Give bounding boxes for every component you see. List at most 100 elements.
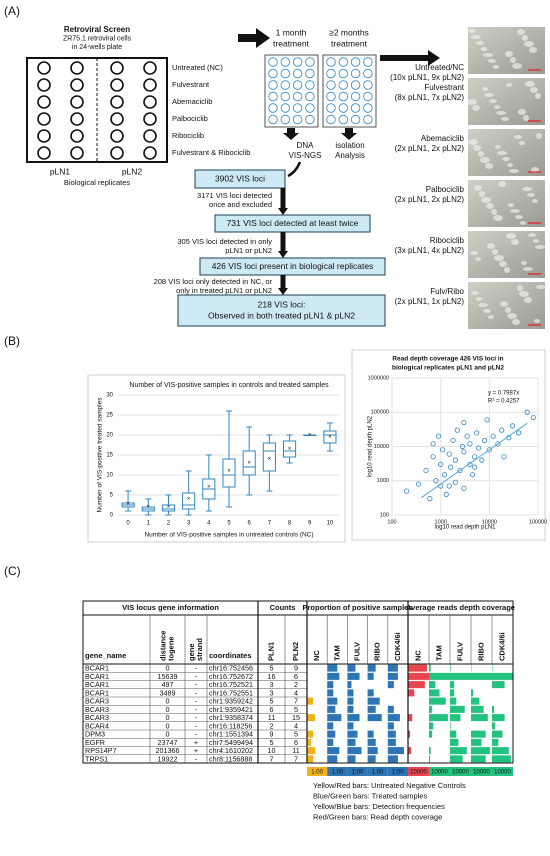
small-well xyxy=(363,91,373,102)
small-well xyxy=(338,103,349,113)
small-well xyxy=(363,80,373,90)
cell-blob xyxy=(481,47,487,51)
cell-blob xyxy=(525,81,535,87)
sub-column-header: CDK4/6i xyxy=(497,632,506,661)
depth-bar xyxy=(429,697,446,705)
step-label: 1 month xyxy=(276,27,307,37)
proportion-bar xyxy=(387,747,404,755)
well xyxy=(37,112,51,126)
small-well xyxy=(268,68,278,79)
cell: 7 xyxy=(294,697,298,706)
proportion-bar xyxy=(347,714,360,722)
mean-marker: × xyxy=(288,447,292,453)
point xyxy=(452,479,458,485)
depth-bar xyxy=(471,714,488,722)
cell-blob xyxy=(518,109,526,115)
small-well xyxy=(292,68,303,79)
depth-bar xyxy=(450,714,461,722)
small-well xyxy=(350,57,361,67)
cell-blob xyxy=(530,87,538,93)
depth-bar xyxy=(429,722,434,730)
cell-blob xyxy=(519,291,529,297)
proportion-bar xyxy=(327,672,340,680)
point xyxy=(509,423,516,429)
point xyxy=(430,454,436,460)
proportion-bar xyxy=(307,714,316,722)
x-tick-label: 10000 xyxy=(482,519,497,525)
cell-blob xyxy=(521,261,527,265)
x-tick-label: 2 xyxy=(167,521,171,527)
cell-blob xyxy=(478,151,484,157)
proportion-bar xyxy=(347,738,356,746)
cell-blob xyxy=(491,209,497,215)
micrograph-label: Untreated/NC xyxy=(415,63,464,72)
micrograph-label: Fulv/Ribo xyxy=(430,287,464,296)
analysis-label: isolation xyxy=(335,141,364,150)
depth-bar xyxy=(450,705,465,713)
group-header: Counts xyxy=(270,603,296,612)
point xyxy=(475,445,482,451)
box xyxy=(222,458,236,488)
small-well xyxy=(338,57,349,67)
point xyxy=(423,467,429,474)
step-label: ≥2 months xyxy=(329,27,369,37)
x-tick-label: 1000 xyxy=(435,519,447,525)
proportion-bar xyxy=(367,738,376,746)
micrograph-label: (2x pLN1, 1x pLN2) xyxy=(395,297,465,306)
cell-blob xyxy=(485,163,493,169)
mean-marker: × xyxy=(247,461,251,467)
exclusion-text: once and excluded xyxy=(209,200,272,209)
proportion-bar xyxy=(367,697,380,705)
small-well xyxy=(363,114,373,125)
well xyxy=(37,146,51,160)
point xyxy=(454,427,460,433)
depth-bar xyxy=(450,738,459,746)
micrograph-label: (3x pLN1, 4x pLN2) xyxy=(395,246,465,255)
cell: 3 xyxy=(270,680,274,689)
scale-label: 1.00 xyxy=(352,770,364,776)
depth-bar xyxy=(471,747,490,755)
cell-blob xyxy=(524,41,534,47)
cell: 0 xyxy=(166,713,170,722)
cell-blob xyxy=(510,57,516,63)
micrograph-label: (10x pLN1, 9x pLN2) xyxy=(390,73,464,82)
scale-label: 10000 xyxy=(473,770,490,776)
panel-label: (A) xyxy=(4,4,20,18)
cell-blob xyxy=(508,203,514,207)
cell-blob xyxy=(467,99,477,105)
cell: 5 xyxy=(294,730,298,739)
point xyxy=(459,443,466,450)
x-axis-label: Number of VIS-positive samples in untrea… xyxy=(144,532,313,539)
plate-title: Retroviral Screen xyxy=(64,25,130,34)
proportion-bar xyxy=(327,755,338,763)
small-well xyxy=(363,103,373,113)
proportion-bar xyxy=(347,722,354,730)
mean-marker: × xyxy=(126,501,130,507)
mean-marker: × xyxy=(207,485,211,491)
table-border xyxy=(82,600,514,764)
small-well xyxy=(350,80,361,90)
point xyxy=(461,449,467,455)
cell: - xyxy=(195,730,198,739)
cell: chr16:118256 xyxy=(209,721,252,730)
cell: BCAR1 xyxy=(85,680,109,689)
legend-note: Yellow/Blue bars: Detection frequencies xyxy=(313,802,445,811)
depth-bar xyxy=(429,747,431,755)
point xyxy=(516,430,522,436)
depth-bar xyxy=(429,705,433,713)
small-well xyxy=(305,103,315,113)
cell: RPS14P7 xyxy=(85,746,117,755)
cell: chr1:1551394 xyxy=(209,730,253,739)
mean-marker: × xyxy=(227,469,231,475)
scale-label: 1.00 xyxy=(372,770,384,776)
depth-bar xyxy=(492,672,513,680)
cell: 11 xyxy=(268,713,275,722)
scale-swatch xyxy=(492,767,513,776)
column-header: PLN2 xyxy=(291,642,300,661)
cell: chr16:752521 xyxy=(209,680,253,689)
mean-marker: × xyxy=(187,497,191,503)
cell-blob xyxy=(527,193,535,197)
column-header: coordinates xyxy=(209,651,252,660)
cell: 7 xyxy=(270,754,274,763)
small-well xyxy=(350,68,361,79)
